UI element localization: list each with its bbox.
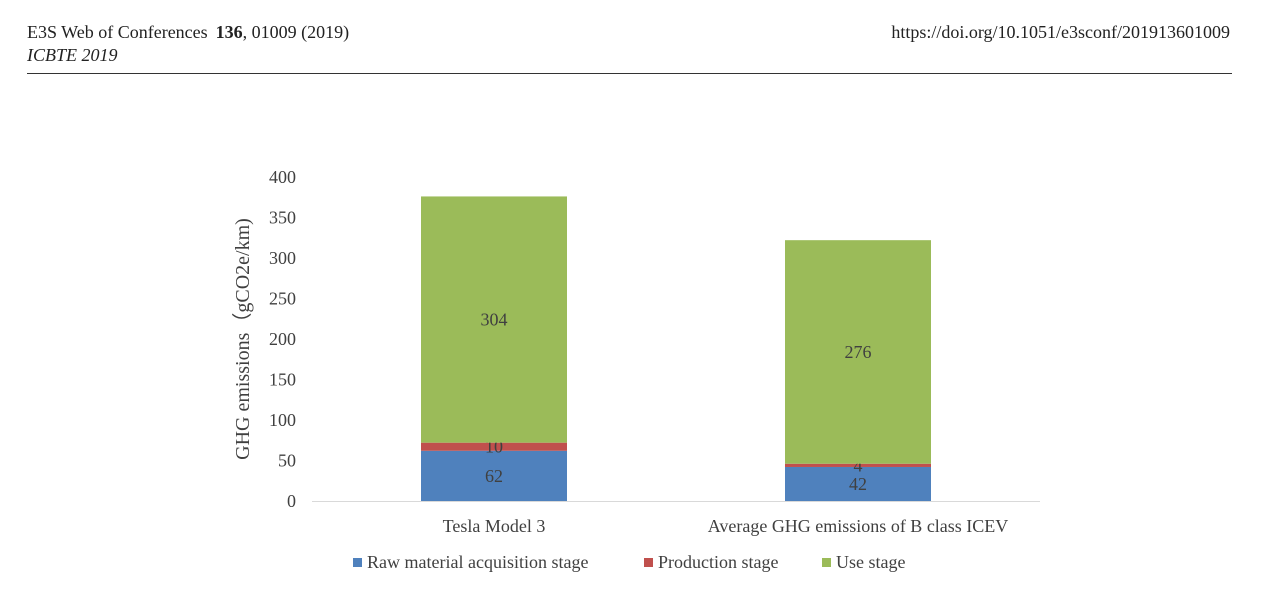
y-tick-label: 200 — [269, 329, 296, 349]
legend-label: Raw material acquisition stage — [367, 552, 588, 572]
page-header: E3S Web of Conferences 136, 01009 (2019) … — [27, 18, 1232, 74]
x-tick-label: Tesla Model 3 — [443, 516, 546, 536]
y-tick-label: 100 — [269, 410, 296, 430]
data-label: 4 — [854, 455, 863, 475]
y-tick-label: 50 — [278, 451, 296, 471]
bar-segment — [421, 450, 567, 501]
volume-number: 136 — [215, 22, 243, 42]
legend-label: Production stage — [658, 552, 778, 572]
legend-swatch — [353, 558, 362, 567]
journal-name: E3S Web of Conferences — [27, 22, 208, 42]
article-number: , 01009 (2019) — [242, 22, 350, 42]
data-label: 304 — [481, 310, 508, 330]
data-label: 276 — [845, 342, 872, 362]
y-tick-label: 250 — [269, 289, 296, 309]
bar-segment — [421, 442, 567, 451]
y-axis-label: GHG emissions（gCO2e/km) — [231, 218, 254, 460]
bar-segment — [421, 196, 567, 443]
doi-link[interactable]: https://doi.org/10.1051/e3sconf/20191360… — [891, 22, 1230, 42]
y-tick-label: 0 — [287, 491, 296, 511]
legend-swatch — [822, 558, 831, 567]
legend-swatch — [644, 558, 653, 567]
conference-name: ICBTE 2019 — [27, 45, 118, 65]
legend-label: Use stage — [836, 552, 905, 572]
bar-segment — [785, 240, 931, 464]
y-tick-label: 150 — [269, 370, 296, 390]
journal-line: E3S Web of Conferences 136, 01009 (2019) — [27, 22, 349, 43]
x-tick-label: Average GHG emissions of B class ICEV — [708, 516, 1009, 536]
data-label: 62 — [485, 466, 503, 486]
bar-segment — [785, 463, 931, 467]
bar-segment — [785, 466, 931, 501]
y-tick-label: 350 — [269, 208, 296, 228]
y-tick-label: 400 — [269, 167, 296, 187]
y-tick-label: 300 — [269, 248, 296, 268]
data-label: 42 — [849, 474, 867, 494]
